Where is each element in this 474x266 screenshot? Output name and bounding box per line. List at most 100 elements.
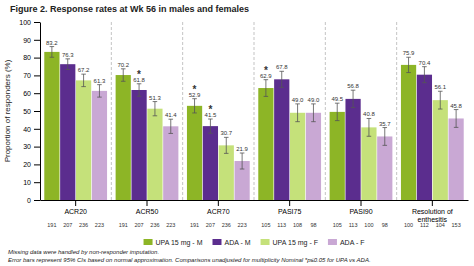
x-axis: ACR20ACR50ACR70PASI75PASI90Resolution of… — [41, 200, 469, 223]
annotation: * — [193, 84, 197, 95]
group-separator — [325, 22, 326, 200]
chart: Figure 2. Response rates at Wk 56 in mal… — [0, 0, 474, 266]
n-label: 236 — [222, 222, 231, 228]
series — [92, 85, 464, 200]
y-tick: 100 — [19, 19, 40, 26]
x-tick-label: ACR50 — [136, 208, 159, 215]
legend-item: ADA - F — [328, 239, 365, 246]
legend-label: ADA - M — [224, 239, 250, 246]
error-bar — [121, 69, 126, 81]
error-bar-line — [154, 102, 155, 116]
x-tick: Resolution ofenthesitis — [412, 200, 453, 223]
error-bar-cap — [50, 46, 55, 47]
bar — [92, 91, 107, 200]
y-tick-label: 60 — [23, 90, 31, 97]
error-bar-cap — [224, 153, 229, 154]
data-label: 41.4 — [165, 112, 177, 118]
error-bar-cap — [153, 101, 158, 102]
error-bar-cap — [121, 68, 126, 69]
n-label: 105 — [333, 222, 342, 228]
bar — [116, 75, 131, 200]
n-label: 104 — [436, 222, 445, 228]
error-bar-cap — [295, 103, 300, 104]
y-tick-label: 100 — [19, 19, 31, 26]
y-tick: 40 — [23, 126, 40, 133]
n-label: 98 — [382, 222, 388, 228]
error-bar — [208, 119, 213, 133]
error-bar — [438, 91, 443, 109]
error-bar — [406, 57, 411, 72]
n-label: 223 — [238, 222, 247, 228]
data-label: 21.9 — [236, 146, 248, 152]
error-bar-cap — [121, 81, 126, 82]
x-tick-label-line: ACR50 — [136, 208, 159, 215]
error-bar-line — [297, 104, 298, 122]
footnote: Missing data were handled by non-respond… — [8, 249, 159, 255]
y-tick-label: 30 — [23, 143, 31, 150]
error-bar-cap — [438, 109, 443, 110]
error-bar — [422, 67, 427, 83]
data-label: 61.3 — [94, 78, 106, 84]
y-tick-label: 10 — [23, 179, 31, 186]
error-bar-cap — [137, 96, 142, 97]
bar — [401, 65, 416, 200]
error-bar-line — [99, 85, 100, 97]
x-tick-label-line: Resolution of — [412, 208, 453, 215]
error-bar-line — [353, 90, 354, 107]
error-bar — [264, 80, 269, 97]
error-bar-cap — [295, 121, 300, 122]
group-separator — [254, 22, 255, 200]
n-label: 207 — [206, 222, 215, 228]
data-label: 67.8 — [276, 64, 288, 70]
bar — [219, 145, 234, 200]
x-tick: PASI75 — [278, 200, 301, 215]
bar — [203, 126, 218, 200]
error-bar — [351, 90, 356, 107]
error-bar-cap — [81, 74, 86, 75]
error-bar — [240, 153, 245, 169]
data-label: 83.2 — [46, 40, 58, 46]
error-bar-cap — [335, 120, 340, 121]
data-label: 76.3 — [62, 52, 74, 58]
y-tick: 90 — [23, 37, 40, 44]
y-tick: 0 — [27, 197, 40, 204]
annotation: * — [264, 65, 268, 76]
n-label: 191 — [119, 222, 128, 228]
bar — [417, 75, 432, 200]
y-tick: 70 — [23, 72, 40, 79]
x-tick-mark — [432, 200, 433, 206]
error-bar-line — [440, 91, 441, 109]
bar — [258, 88, 273, 200]
error-bar-line — [424, 67, 425, 83]
bar — [147, 109, 162, 200]
error-bar — [367, 118, 372, 136]
data-label: 49.0 — [292, 97, 304, 103]
data-label: 67.2 — [78, 67, 90, 73]
error-bar-line — [408, 57, 409, 72]
bar — [44, 52, 59, 200]
y-tick-mark — [34, 164, 40, 165]
error-bar-line — [313, 104, 314, 122]
n-label: 191 — [47, 222, 56, 228]
bar — [377, 136, 392, 200]
error-bar-cap — [192, 98, 197, 99]
error-bar-line — [265, 80, 266, 97]
error-bar-cap — [367, 118, 372, 119]
error-bar-line — [210, 119, 211, 133]
error-bar-line — [67, 59, 68, 70]
data-label: 30.7 — [220, 130, 232, 136]
error-bar-cap — [311, 121, 316, 122]
error-bar — [97, 85, 102, 97]
error-bar-cap — [137, 83, 142, 84]
x-tick-label: ACR20 — [64, 208, 87, 215]
legend-swatch — [261, 239, 270, 245]
error-bar-line — [368, 118, 369, 136]
y-tick-label: 40 — [23, 126, 31, 133]
error-bar-cap — [438, 91, 443, 92]
x-tick-mark — [75, 200, 76, 206]
chart-container: Figure 2. Response rates at Wk 56 in mal… — [0, 0, 474, 266]
error-bar — [50, 47, 55, 58]
data-label: 51.3 — [149, 95, 161, 101]
y-tick-mark — [34, 58, 40, 59]
error-bar-cap — [264, 96, 269, 97]
